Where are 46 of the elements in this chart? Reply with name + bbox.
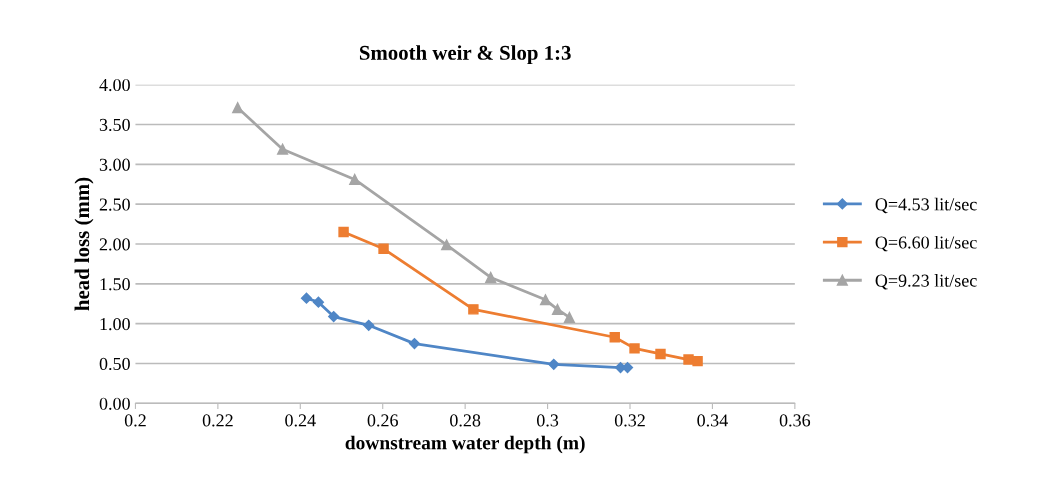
point (468, 304, 479, 315)
x-tick-label: 0.34 (697, 414, 728, 427)
point (539, 294, 552, 306)
point (548, 358, 560, 370)
y-tick-label: 2.00 (99, 238, 130, 251)
y-tick-label: 4.00 (99, 78, 130, 92)
point (312, 296, 325, 308)
x-tick-label: 0.26 (367, 414, 398, 427)
point (277, 143, 289, 155)
y-tick-label: 0.00 (99, 397, 130, 410)
legend-label: Q=6.60 lit/sec (875, 235, 977, 252)
point (363, 319, 375, 331)
legend-label: Q=9.23 lit/sec (875, 274, 977, 290)
x-tick-label: 0.3 (536, 414, 559, 427)
x-tick-label: 0.2 (124, 414, 146, 427)
y-axis-title: head loss (mm) (74, 177, 94, 311)
point (300, 292, 313, 304)
point (485, 271, 497, 284)
point (441, 239, 453, 251)
y-tick-label: 2.50 (99, 198, 130, 211)
x-axis-title: downstream water depth (m) (345, 435, 585, 454)
y-tick-label: 3.50 (99, 118, 130, 132)
y-tick-label: 3.00 (99, 158, 130, 171)
point (563, 311, 575, 323)
point (692, 355, 703, 367)
x-tick-label: 0.32 (614, 414, 645, 427)
chart-title: Smooth weir & Slop 1:3 (359, 45, 571, 65)
point (378, 243, 389, 255)
point (609, 332, 620, 343)
point (551, 303, 564, 315)
point (349, 173, 361, 186)
y-tick-label: 0.50 (99, 357, 130, 371)
x-tick-label: 0.22 (202, 414, 233, 427)
x-tick-label: 0.36 (779, 414, 811, 427)
legend-label: Q=4.53 lit/sec (875, 197, 977, 214)
point (338, 226, 349, 238)
y-tick-label: 1.50 (100, 278, 130, 291)
x-tick-label: 0.24 (285, 414, 316, 427)
point (655, 348, 666, 360)
point (328, 310, 340, 323)
x-tick-label: 0.28 (450, 414, 481, 427)
point (683, 354, 694, 365)
point (408, 338, 421, 350)
point (629, 343, 640, 354)
y-tick-label: 1.00 (100, 317, 130, 331)
point (232, 102, 244, 114)
